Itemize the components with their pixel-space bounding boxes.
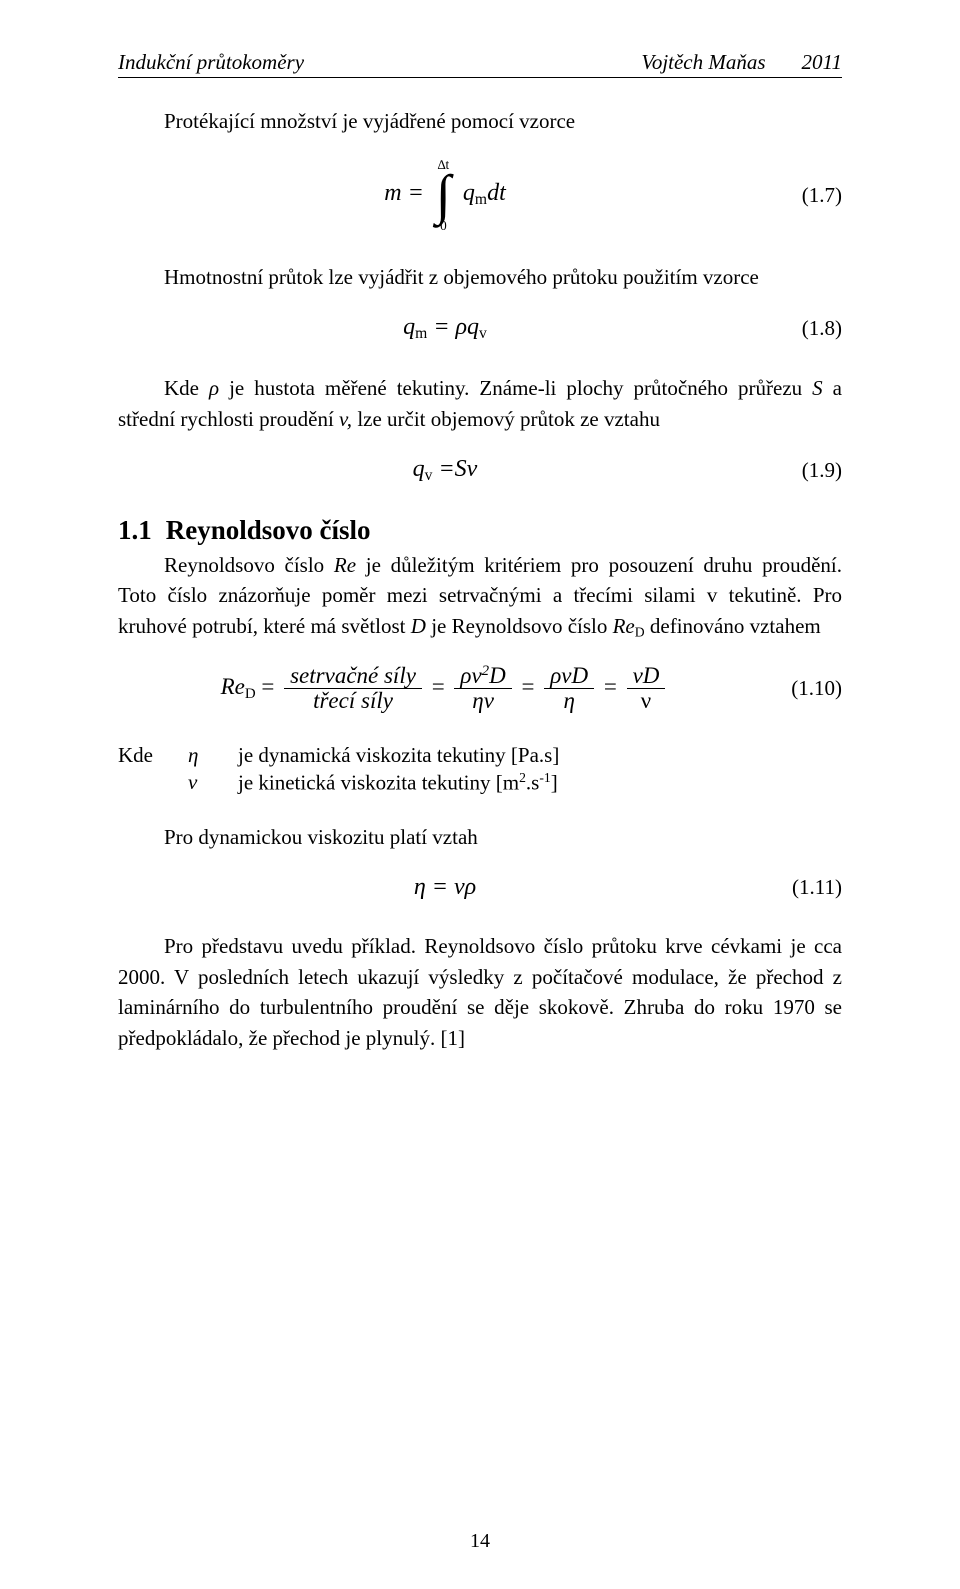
eq4-frac4-den: ν bbox=[635, 689, 657, 713]
equation-1-7: m = ∆t ∫ 0 qmdt (1.7) bbox=[118, 158, 842, 231]
p4-ReD: Re bbox=[613, 614, 635, 638]
equation-1-10: ReD = setrvačné síly třecí síly = ρv2D η… bbox=[118, 664, 842, 714]
eq4-frac4-num: vD bbox=[627, 664, 666, 689]
eq4-frac1-den: třecí síly bbox=[307, 689, 399, 713]
p4-a: Reynoldsovo číslo bbox=[164, 553, 334, 577]
paragraph-2: Hmotnostní průtok lze vyjádřit z objemov… bbox=[118, 262, 842, 292]
eq2-number: (1.8) bbox=[772, 316, 842, 341]
section-title: Reynoldsovo číslo bbox=[166, 515, 371, 545]
header-year: 2011 bbox=[802, 50, 842, 75]
header-left: Indukční průtokoměry bbox=[118, 50, 304, 75]
running-header: Indukční průtokoměry Vojtěch Maňas 2011 bbox=[118, 50, 842, 78]
where-sym-nu: ν bbox=[188, 770, 238, 796]
p3-b: je hustota měřené tekutiny. Známe-li plo… bbox=[219, 376, 812, 400]
equation-1-9: qv =Sv (1.9) bbox=[118, 456, 842, 485]
eq5-number: (1.11) bbox=[772, 875, 842, 900]
eq4-frac2-den: ηv bbox=[466, 689, 500, 713]
p3-rho: ρ bbox=[209, 376, 219, 400]
eq1-integrand: q bbox=[463, 181, 475, 207]
p4-D: D bbox=[411, 614, 426, 638]
equation-1-8: qm = ρqv (1.8) bbox=[118, 314, 842, 343]
where-d2-c: ] bbox=[551, 771, 558, 795]
integral-icon: ∫ bbox=[436, 172, 451, 219]
paragraph-1: Protékající množství je vyjádřené pomocí… bbox=[118, 106, 842, 136]
eq4-frac2-num-a: ρv bbox=[460, 663, 481, 688]
equation-1-11: η = νρ (1.11) bbox=[118, 874, 842, 901]
paragraph-3: Kde ρ je hustota měřené tekutiny. Známe-… bbox=[118, 373, 842, 434]
eq4-frac1-num: setrvačné síly bbox=[284, 664, 422, 689]
eq4-number: (1.10) bbox=[772, 676, 842, 701]
paragraph-5: Pro dynamickou viskozitu platí vztah bbox=[118, 822, 842, 852]
eq2-q: q bbox=[403, 314, 415, 340]
paragraph-6: Pro představu uvedu příklad. Reynoldsovo… bbox=[118, 931, 842, 1053]
page-number: 14 bbox=[0, 1530, 960, 1553]
p3-S: S bbox=[812, 376, 823, 400]
p4-c: je Reynoldsovo číslo bbox=[426, 614, 613, 638]
eq2-sub-m: m bbox=[415, 325, 427, 342]
where-desc-eta: je dynamická viskozita tekutiny [Pa.s] bbox=[238, 743, 559, 768]
eq2-sub-v: v bbox=[479, 325, 487, 342]
section-number: 1.1 bbox=[118, 515, 152, 545]
eq3-number: (1.9) bbox=[772, 458, 842, 483]
where-d2-a: je kinetická viskozita tekutiny [m bbox=[238, 771, 519, 795]
eq4-Re-sub: D bbox=[245, 686, 256, 702]
eq1-lower-limit: 0 bbox=[440, 219, 447, 232]
section-1-1-heading: 1.1 Reynoldsovo číslo bbox=[118, 515, 842, 546]
p3-a: Kde bbox=[164, 376, 209, 400]
where-d2-exp2: -1 bbox=[539, 770, 550, 785]
eq5-expr: η = νρ bbox=[118, 874, 772, 901]
where-desc-nu: je kinetická viskozita tekutiny [m2.s-1] bbox=[238, 770, 559, 796]
eq4-frac2-num-b: D bbox=[489, 663, 506, 688]
where-block: Kde η je dynamická viskozita tekutiny [P… bbox=[118, 743, 842, 798]
eq4-Re: Re bbox=[221, 674, 245, 699]
eq1-dt: dt bbox=[487, 181, 506, 207]
p3-d: lze určit objemový průtok ze vztahu bbox=[352, 407, 660, 431]
p4-ReD-sub: D bbox=[635, 624, 645, 639]
eq3-q: q bbox=[413, 456, 425, 482]
eq1-lhs: m = bbox=[384, 181, 424, 207]
where-d2-exp: 2 bbox=[519, 770, 526, 785]
eq2-mid: = ρq bbox=[427, 314, 479, 340]
where-kde: Kde bbox=[118, 743, 188, 798]
eq1-integrand-sub: m bbox=[475, 192, 487, 209]
paragraph-4: Reynoldsovo číslo Re je důležitým kritér… bbox=[118, 550, 842, 642]
where-sym-eta: η bbox=[188, 743, 238, 768]
eq4-frac3-den: η bbox=[557, 689, 580, 713]
p4-d: definováno vztahem bbox=[645, 614, 821, 638]
header-author: Vojtěch Maňas bbox=[641, 50, 765, 75]
eq1-number: (1.7) bbox=[772, 183, 842, 208]
p3-v: v, bbox=[339, 407, 352, 431]
where-d2-b: .s bbox=[526, 771, 539, 795]
eq4-frac3-num: ρvD bbox=[544, 664, 594, 689]
eq3-rhs: =Sv bbox=[432, 456, 477, 482]
p4-Re: Re bbox=[334, 553, 356, 577]
